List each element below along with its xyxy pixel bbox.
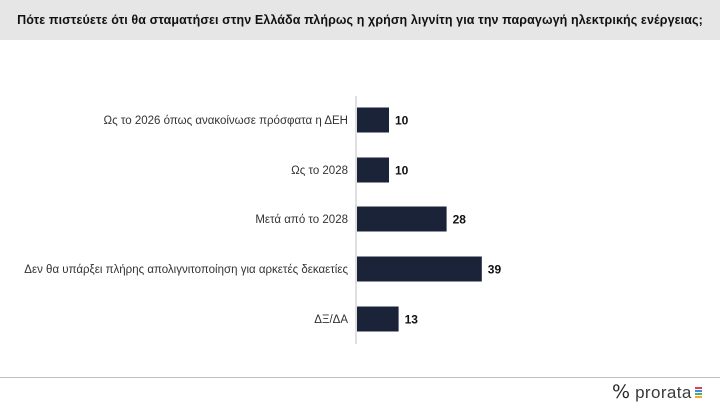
title-bar: Πότε πιστεύετε ότι θα σταματήσει στην Ελ… <box>0 0 720 40</box>
category-label: ΔΞ/ΔΑ <box>314 314 348 326</box>
logo-stripe <box>694 395 702 398</box>
value-label: 28 <box>453 213 467 227</box>
category-label: Μετά από το 2028 <box>255 214 348 226</box>
chart-title: Πότε πιστεύετε ότι θα σταματήσει στην Ελ… <box>17 13 703 27</box>
bar <box>357 157 389 183</box>
prorata-logo: % prorata <box>612 380 702 404</box>
value-label: 13 <box>405 313 419 327</box>
bar <box>357 107 389 133</box>
category-label: Ως το 2028 <box>291 165 348 177</box>
percent-logo-icon: % <box>612 380 631 403</box>
value-label: 10 <box>395 164 409 178</box>
category-label: Δεν θα υπάρξει πλήρης απολιγνιτοποίηση γ… <box>24 264 348 276</box>
category-label: Ως το 2026 όπως ανακοίνωσε πρόσφατα η ΔΕ… <box>104 115 348 127</box>
logo-stripe <box>694 386 702 389</box>
logo-stripe <box>694 389 702 392</box>
value-label: 10 <box>395 114 409 128</box>
value-label: 39 <box>488 263 502 277</box>
bar <box>357 256 482 282</box>
bar <box>357 206 447 232</box>
logo-stripe <box>694 392 702 395</box>
logo-stripes-icon <box>694 386 702 398</box>
footer-divider <box>0 377 720 378</box>
logo-wordmark: prorata <box>635 382 692 402</box>
bar <box>357 306 399 332</box>
